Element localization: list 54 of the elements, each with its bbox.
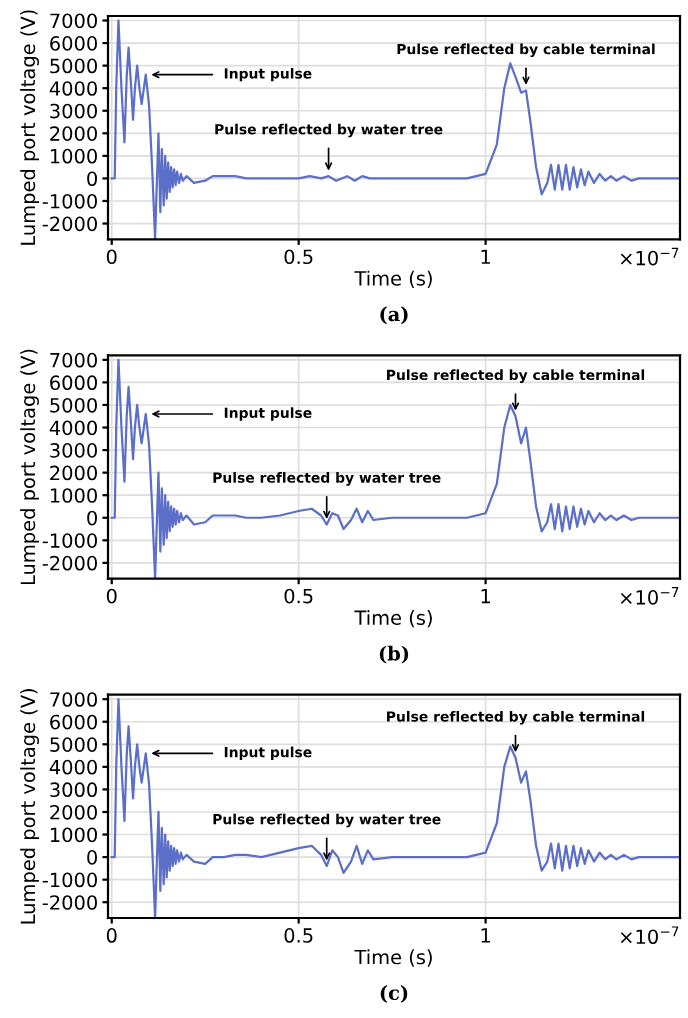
text: (b) — [379, 645, 409, 664]
y-tick-label: 6000 — [50, 36, 97, 51]
y-tick-label: 7000 — [50, 13, 97, 29]
line-series — [110, 19, 680, 240]
y-tick-label: -1000 — [42, 872, 97, 888]
y-tick-label: 0 — [87, 510, 97, 526]
y-tick-label: -1000 — [42, 533, 97, 548]
text: (a) — [380, 306, 408, 325]
y-tick-label: 7000 — [50, 352, 97, 368]
text: (c) — [380, 985, 408, 1003]
x-tick-label: 1 — [481, 928, 490, 943]
x-tick-label: 0 — [106, 249, 117, 265]
line-series — [110, 358, 680, 579]
y-axis-title: Lumped port voltage (V) — [20, 689, 39, 924]
y-tick-label: -2000 — [42, 216, 97, 232]
y-tick-label: -1000 — [42, 193, 97, 209]
text: ×10$^{−7}$ — [620, 587, 679, 605]
x-tick-label: 0.5 — [284, 928, 313, 943]
y-tick-label: 4000 — [49, 420, 97, 436]
y-tick-label: 1000 — [50, 488, 97, 503]
y-tick-label: 2000 — [50, 126, 97, 141]
y-tick-label: 4000 — [49, 759, 97, 775]
y-tick-label: 5000 — [50, 58, 97, 74]
y-tick-label: -2000 — [42, 555, 97, 571]
y-tick-label: 4000 — [49, 81, 97, 96]
x-tick-label: 0 — [106, 928, 117, 943]
y-tick-label: 5000 — [50, 737, 97, 752]
y-axis-title: Lumped port voltage (V) — [20, 10, 39, 245]
x-axis-title: Time (s) — [354, 270, 432, 288]
y-tick-label: 7000 — [50, 692, 97, 707]
text: ×10$^{−7}$ — [620, 926, 679, 945]
y-tick-label: 0 — [87, 171, 97, 187]
y-tick-label: 1000 — [50, 827, 97, 843]
y-tick-label: 0 — [87, 850, 97, 865]
y-tick-label: 6000 — [50, 714, 97, 730]
y-tick-label: 3000 — [50, 443, 97, 458]
y-tick-label: 2000 — [50, 465, 97, 481]
x-axis-title: Time (s) — [354, 609, 432, 628]
y-tick-label: 5000 — [50, 397, 97, 413]
x-tick-label: 1 — [481, 249, 490, 264]
y-tick-label: 1000 — [50, 148, 97, 164]
text: ×10$^{−7}$ — [620, 247, 679, 266]
y-axis-title: Lumped port voltage (V) — [20, 349, 39, 585]
x-tick-label: 0 — [106, 588, 117, 604]
line-series — [110, 698, 680, 918]
y-tick-label: 3000 — [50, 782, 97, 798]
y-tick-label: 6000 — [50, 375, 97, 391]
y-tick-label: 2000 — [50, 804, 97, 820]
x-tick-label: 0.5 — [284, 588, 313, 604]
y-tick-label: -2000 — [42, 895, 97, 910]
x-tick-label: 0.5 — [284, 249, 313, 265]
x-tick-label: 1 — [481, 588, 490, 604]
y-tick-label: 3000 — [50, 103, 97, 119]
x-axis-title: Time (s) — [354, 949, 432, 967]
